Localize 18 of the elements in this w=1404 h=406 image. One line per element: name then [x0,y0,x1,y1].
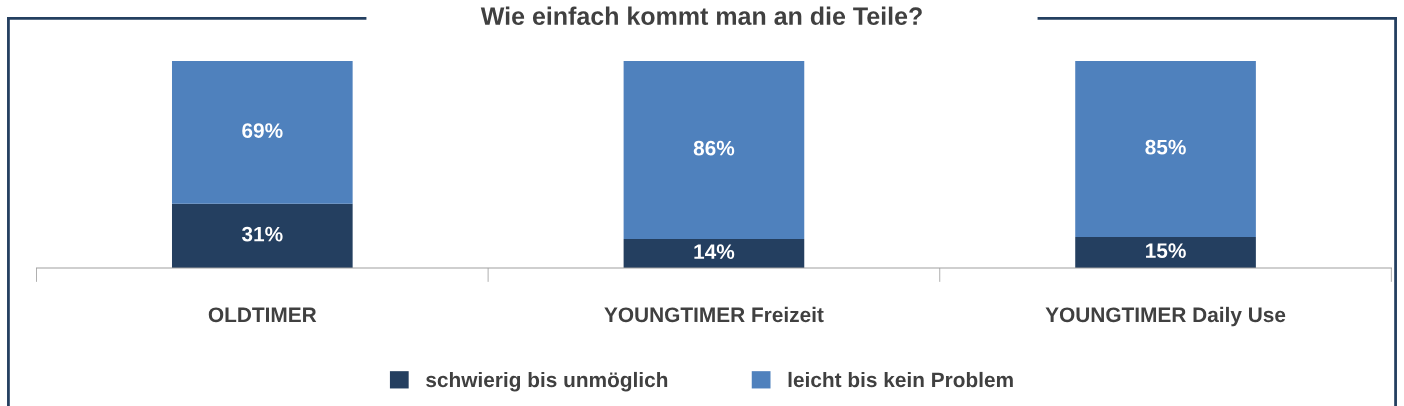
bar [171,60,353,204]
bar [171,203,353,268]
x-tick-label: YOUNGTIMER Freizeit [604,306,824,323]
x-tick-label: YOUNGTIMER Daily Use [1045,306,1286,327]
bar [1075,236,1256,268]
x-tick-label: OLDTIMER [208,307,317,323]
data-label: 85% [1145,139,1186,155]
chart-title: Wie einfach kommt man an die Teile? [480,6,922,25]
data-label: 15% [1146,243,1186,259]
data-label: 69% [242,123,283,138]
legend-label: leicht bis kein Problem [788,371,1013,388]
data-label: 86% [693,140,735,156]
data-label: 31% [241,226,283,242]
bar [1075,60,1256,237]
data-label: 14% [694,244,735,260]
legend-label: schwierig bis unmöglich [426,371,668,392]
bar [623,60,805,239]
bar [623,238,805,268]
